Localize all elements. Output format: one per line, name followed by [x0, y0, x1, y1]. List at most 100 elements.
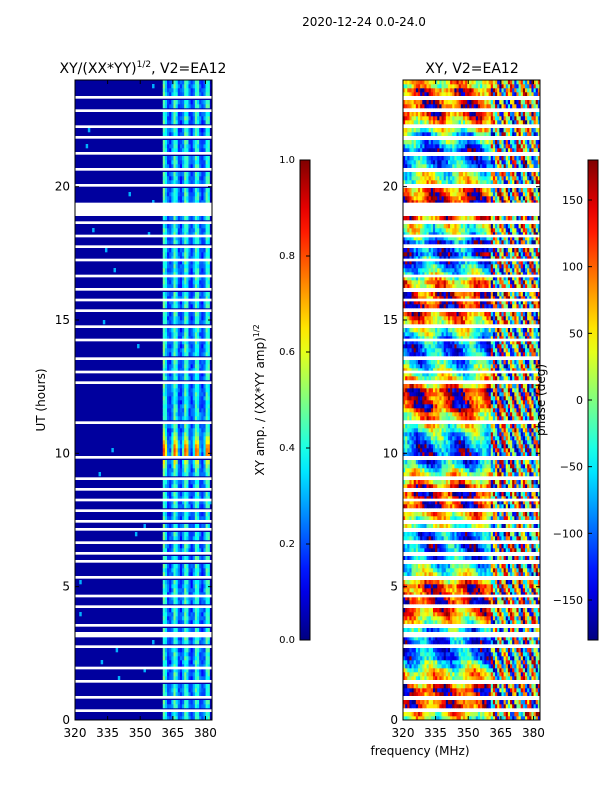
phase-cell — [473, 648, 477, 653]
phase-cell — [458, 596, 462, 601]
phase-cell — [445, 692, 449, 697]
amplitude-cell — [184, 180, 187, 185]
phase-cell — [537, 656, 541, 661]
amplitude-cell — [192, 404, 196, 409]
phase-cell — [512, 676, 515, 681]
amplitude-cell — [164, 120, 168, 125]
amplitude-cell — [169, 588, 172, 593]
phase-cell — [407, 592, 410, 597]
amplitude-cell — [205, 372, 209, 377]
phase-cell — [473, 704, 477, 709]
phase-cell — [471, 580, 474, 585]
amplitude-cell — [182, 436, 185, 441]
amplitude-cell — [190, 240, 194, 245]
phase-cell — [507, 572, 511, 577]
amplitude-cell — [184, 268, 187, 273]
phase-cell — [486, 672, 489, 677]
phase-cell — [488, 580, 492, 585]
amplitude-flagged-gap — [75, 552, 212, 555]
phase-cell — [422, 672, 425, 677]
amplitude-cell — [190, 444, 194, 449]
phase-cell — [503, 660, 507, 665]
amplitude-cell — [207, 348, 211, 353]
amplitude-cell — [197, 104, 200, 109]
phase-cell — [477, 568, 481, 573]
phase-cell — [516, 608, 519, 613]
phase-cell — [503, 704, 507, 709]
amplitude-cell — [162, 104, 166, 109]
amplitude-cell — [199, 688, 202, 693]
phase-cell — [420, 580, 423, 585]
phase-cell — [516, 620, 519, 625]
phase-cell — [439, 608, 442, 613]
phase-cell — [516, 580, 519, 585]
phase-cell — [428, 712, 432, 717]
amplitude-cell — [192, 368, 196, 373]
amplitude-cell — [177, 232, 181, 237]
amplitude-cell — [173, 264, 176, 269]
amplitude-cell — [186, 264, 189, 269]
phase-cell — [488, 596, 492, 601]
phase-cell — [424, 716, 427, 721]
amplitude-cell — [179, 128, 183, 133]
amplitude-cell — [192, 268, 196, 273]
amplitude-cell — [194, 676, 198, 681]
phase-cell — [424, 580, 427, 585]
phase-cell — [473, 612, 477, 617]
phase-cell — [454, 668, 457, 673]
amplitude-cell — [203, 600, 206, 605]
amplitude-cell — [182, 416, 185, 421]
phase-cell — [497, 656, 500, 661]
amplitude-cell — [173, 532, 176, 537]
amplitude-cell — [197, 316, 200, 321]
amplitude-cell — [205, 300, 209, 305]
amplitude-cell — [167, 628, 170, 633]
phase-cell — [454, 688, 457, 693]
amplitude-cell — [184, 616, 187, 621]
amplitude-cell — [173, 672, 176, 677]
amplitude-cell — [173, 464, 176, 469]
phase-cell — [439, 652, 442, 657]
phase-cell — [439, 664, 442, 669]
phase-cell — [499, 568, 502, 573]
amplitude-cell — [194, 284, 198, 289]
amplitude-cell — [162, 176, 166, 181]
phase-cell — [403, 572, 406, 577]
amplitude-cell — [190, 300, 194, 305]
phase-cell — [443, 572, 447, 577]
amplitude-cell — [199, 704, 202, 709]
amplitude-cell — [209, 84, 213, 89]
phase-cell — [458, 676, 462, 681]
amplitude-cell — [173, 580, 176, 585]
amplitude-xtick-label: 380 — [194, 726, 217, 740]
amplitude-cell — [201, 236, 204, 241]
phase-cell — [407, 572, 410, 577]
phase-cell — [475, 676, 479, 681]
amplitude-cell — [177, 92, 181, 97]
phase-cell — [435, 700, 438, 705]
phase-cell — [441, 668, 444, 673]
phase-cell — [417, 592, 421, 597]
amplitude-cell — [192, 176, 196, 181]
phase-cell — [522, 668, 526, 673]
phase-cell — [428, 592, 432, 597]
phase-cell — [409, 716, 412, 721]
amplitude-cell — [171, 656, 174, 661]
amplitude-cell — [175, 424, 179, 429]
phase-cell — [499, 628, 502, 633]
phase-cell — [439, 712, 442, 717]
amplitude-cell — [190, 656, 194, 661]
phase-cell — [409, 612, 412, 617]
amplitude-cell — [173, 364, 176, 369]
phase-cell — [497, 580, 500, 585]
amplitude-cell — [177, 676, 181, 681]
amplitude-cell — [169, 524, 172, 529]
amplitude-cell — [177, 120, 181, 125]
phase-cell — [529, 716, 532, 721]
amplitude-cell — [205, 452, 209, 457]
amplitude-cell — [197, 196, 200, 201]
phase-cell — [503, 668, 507, 673]
amplitude-cell — [162, 460, 166, 465]
amplitude-cell — [207, 660, 211, 665]
amplitude-cell — [192, 148, 196, 153]
